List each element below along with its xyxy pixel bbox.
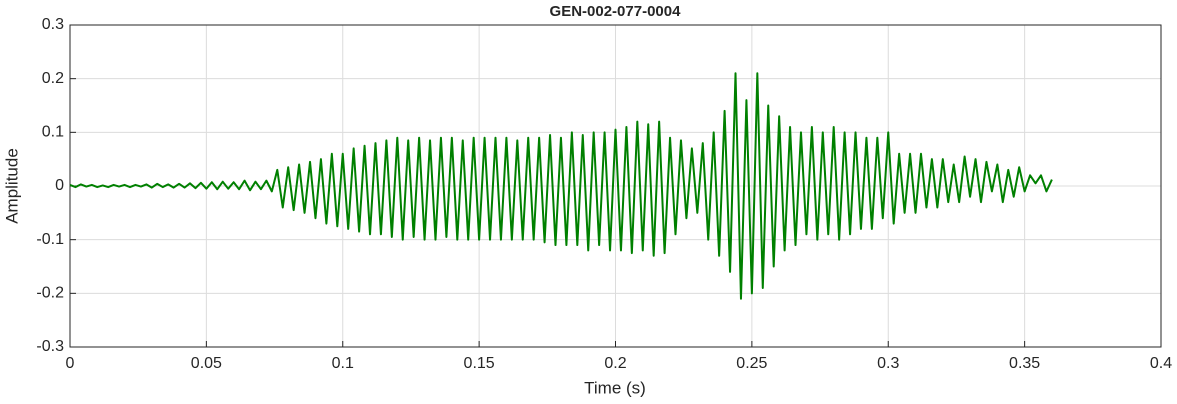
y-tick-label: 0 (55, 177, 64, 194)
y-tick-label: -0.1 (36, 231, 64, 248)
x-tick-label: 0.05 (191, 355, 222, 372)
x-tick-label: 0.2 (604, 355, 626, 372)
waveform-line (69, 72, 1053, 300)
x-tick-label: 0 (66, 355, 75, 372)
x-tick-label: 0.1 (332, 355, 354, 372)
x-tick-label: 0.25 (736, 355, 767, 372)
x-tick-label: 0.3 (877, 355, 899, 372)
y-tick-label: -0.2 (36, 285, 64, 302)
chart-title: GEN-002-077-0004 (550, 3, 682, 20)
y-tick-label: 0.3 (42, 16, 64, 33)
y-tick-label: 0.2 (42, 70, 64, 87)
y-axis-label: Amplitude (2, 148, 21, 224)
y-tick-label: -0.3 (36, 338, 64, 355)
x-tick-label: 0.4 (1150, 355, 1172, 372)
x-axis-label: Time (s) (584, 378, 646, 397)
x-tick-label: 0.35 (1009, 355, 1040, 372)
x-tick-label: 0.15 (464, 355, 495, 372)
y-tick-label: 0.1 (42, 124, 64, 141)
